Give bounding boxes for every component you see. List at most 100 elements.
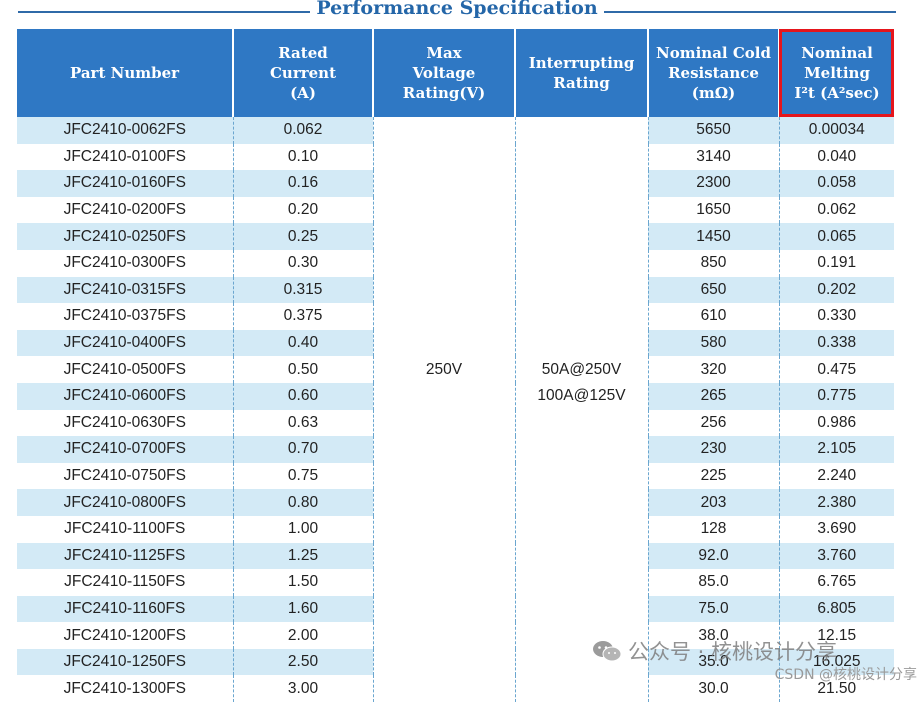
melting-i2t-cell: 3.760 — [779, 542, 894, 570]
table-row: JFC2410-0750FS 0.75 225 2.240 — [17, 462, 894, 490]
csdn-credit: CSDN @核桃设计分享 — [774, 667, 917, 683]
table-row: JFC2410-0700FS 0.70 230 2.105 — [17, 436, 894, 463]
table-row: JFC2410-0375FS 0.375 610 0.330 — [17, 303, 894, 330]
melting-i2t-cell: 0.058 — [779, 170, 894, 197]
melting-i2t-cell: 0.475 — [779, 356, 894, 383]
cold-resistance-cell: 75.0 — [648, 595, 780, 623]
part-number-cell: JFC2410-0700FS — [17, 436, 234, 463]
table-row: JFC2410-1100FS 1.00 128 3.690 — [17, 515, 894, 543]
table-row: JFC2410-1125FS 1.25 92.0 3.760 — [17, 542, 894, 570]
rated-current-cell: 0.80 — [233, 489, 374, 516]
melting-i2t-cell: 0.338 — [779, 329, 894, 357]
rated-current-cell: 0.60 — [233, 382, 374, 410]
table-row: JFC2410-0200FS 0.20 1650 0.062 — [17, 196, 894, 224]
rated-current-cell: 0.20 — [233, 196, 374, 224]
table-row: JFC2410-0315FS 0.315 650 0.202 — [17, 276, 894, 304]
cold-resistance-cell: 850 — [648, 249, 780, 277]
part-number-cell: JFC2410-1160FS — [17, 595, 234, 623]
wechat-watermark: 公众号 · 核桃设计分享 — [592, 636, 837, 666]
melting-i2t-cell: 0.986 — [779, 409, 894, 437]
part-number-cell: JFC2410-0750FS — [17, 462, 234, 490]
part-number-cell: JFC2410-0200FS — [17, 196, 234, 224]
melting-i2t-cell: 0.191 — [779, 249, 894, 277]
part-number-cell: JFC2410-0062FS — [17, 117, 234, 144]
rated-current-cell: 1.25 — [233, 542, 374, 570]
melting-i2t-cell: 0.775 — [779, 382, 894, 410]
part-number-cell: JFC2410-1200FS — [17, 622, 234, 649]
col-header-cold-resistance: Nominal Cold Resistance (mΩ) — [648, 29, 780, 117]
part-number-cell: JFC2410-1125FS — [17, 542, 234, 570]
melting-i2t-cell: 0.065 — [779, 223, 894, 250]
title-rule-left — [18, 11, 310, 13]
table-row: JFC2410-0100FS 0.10 3140 0.040 — [17, 143, 894, 171]
rated-current-cell: 1.60 — [233, 595, 374, 623]
col-header-rated-current: Rated Current (A) — [233, 29, 374, 117]
melting-i2t-cell: 6.765 — [779, 569, 894, 596]
table-row: JFC2410-0600FS 0.60 265 0.775 — [17, 382, 894, 410]
watermark-text: 公众号 · 核桃设计分享 — [628, 640, 838, 664]
cold-resistance-cell: 265 — [648, 382, 780, 410]
melting-i2t-cell: 0.202 — [779, 276, 894, 304]
table-body: JFC2410-0062FS 0.062 250V 50A@250V 100A@125V… — [17, 117, 894, 702]
cold-resistance-cell: 30.0 — [648, 675, 780, 702]
cold-resistance-cell: 320 — [648, 356, 780, 383]
col-header-melting-i2t: Nominal Melting I²t (A²sec) — [779, 29, 894, 117]
melting-i2t-cell: 0.062 — [779, 196, 894, 224]
melting-i2t-cell: 0.040 — [779, 143, 894, 171]
melting-i2t-cell: 2.380 — [779, 489, 894, 516]
rated-current-cell: 0.63 — [233, 409, 374, 437]
rated-current-cell: 2.50 — [233, 648, 374, 676]
part-number-cell: JFC2410-0800FS — [17, 489, 234, 516]
part-number-cell: JFC2410-0630FS — [17, 409, 234, 437]
table-row: JFC2410-0250FS 0.25 1450 0.065 — [17, 223, 894, 250]
interrupting-rating-cell: 50A@250V 100A@125V — [515, 117, 649, 702]
melting-i2t-cell: 12.15 — [779, 622, 894, 649]
melting-i2t-cell: 3.690 — [779, 515, 894, 543]
part-number-cell: JFC2410-1150FS — [17, 569, 234, 596]
cold-resistance-cell: 230 — [648, 436, 780, 463]
cold-resistance-cell: 128 — [648, 515, 780, 543]
cold-resistance-cell: 580 — [648, 329, 780, 357]
table-row: JFC2410-1200FS 2.00 38.0 12.15 — [17, 622, 894, 649]
part-number-cell: JFC2410-0160FS — [17, 170, 234, 197]
melting-i2t-cell: 16.025 — [779, 648, 894, 676]
part-number-cell: JFC2410-0250FS — [17, 223, 234, 250]
rated-current-cell: 0.75 — [233, 462, 374, 490]
melting-i2t-cell: 6.805 — [779, 595, 894, 623]
col-header-max-voltage: Max Voltage Rating(V) — [373, 29, 516, 117]
part-number-cell: JFC2410-1300FS — [17, 675, 234, 702]
rated-current-cell: 2.00 — [233, 622, 374, 649]
rated-current-cell: 0.315 — [233, 276, 374, 304]
cold-resistance-cell: 610 — [648, 303, 780, 330]
cold-resistance-cell: 1450 — [648, 223, 780, 250]
table-row: JFC2410-0630FS 0.63 256 0.986 — [17, 409, 894, 437]
section-title-bar: Performance Specification — [0, 0, 921, 26]
part-number-cell: JFC2410-0600FS — [17, 382, 234, 410]
table-row: JFC2410-1250FS 2.50 35.0 16.025 — [17, 648, 894, 676]
table-row: JFC2410-0800FS 0.80 203 2.380 — [17, 489, 894, 516]
part-number-cell: JFC2410-1100FS — [17, 515, 234, 543]
table-row: JFC2410-0400FS 0.40 580 0.338 — [17, 329, 894, 357]
cold-resistance-cell: 38.0 — [648, 622, 780, 649]
table-row: JFC2410-0160FS 0.16 2300 0.058 — [17, 170, 894, 197]
cold-resistance-cell: 2300 — [648, 170, 780, 197]
rated-current-cell: 0.10 — [233, 143, 374, 171]
table-row: JFC2410-1150FS 1.50 85.0 6.765 — [17, 569, 894, 596]
section-title: Performance Specification — [316, 0, 598, 19]
part-number-cell: JFC2410-0300FS — [17, 249, 234, 277]
melting-i2t-cell: 2.105 — [779, 436, 894, 463]
title-rule-right — [604, 11, 896, 13]
part-number-cell: JFC2410-1250FS — [17, 648, 234, 676]
rated-current-cell: 0.25 — [233, 223, 374, 250]
part-number-cell: JFC2410-0400FS — [17, 329, 234, 357]
cold-resistance-cell: 92.0 — [648, 542, 780, 570]
rated-current-cell: 0.30 — [233, 249, 374, 277]
cold-resistance-cell: 5650 — [648, 117, 780, 144]
table-row: JFC2410-1160FS 1.60 75.0 6.805 — [17, 595, 894, 623]
cold-resistance-cell: 85.0 — [648, 569, 780, 596]
melting-i2t-cell: 0.00034 — [779, 117, 894, 144]
rated-current-cell: 3.00 — [233, 675, 374, 702]
interrupt-rating-line: 100A@125V — [537, 386, 626, 404]
cold-resistance-cell: 203 — [648, 489, 780, 516]
performance-table: Part Number Rated Current (A) Max Voltage Ra… — [17, 29, 894, 702]
